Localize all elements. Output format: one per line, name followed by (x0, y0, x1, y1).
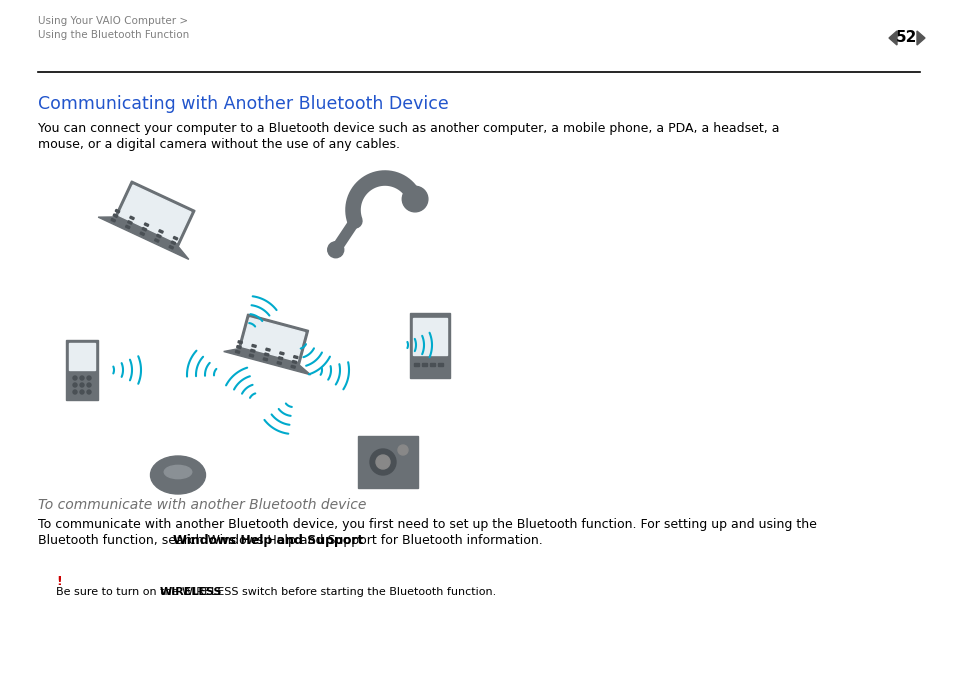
Polygon shape (888, 31, 896, 45)
Circle shape (73, 383, 77, 387)
Polygon shape (223, 348, 311, 375)
Circle shape (87, 376, 91, 380)
Polygon shape (242, 318, 305, 361)
Polygon shape (171, 241, 175, 245)
Polygon shape (130, 216, 134, 220)
Bar (414, 363, 418, 365)
Circle shape (375, 455, 390, 469)
Polygon shape (238, 314, 308, 365)
Circle shape (73, 390, 77, 394)
Polygon shape (263, 358, 267, 361)
Polygon shape (237, 340, 242, 344)
Circle shape (80, 390, 84, 394)
Polygon shape (279, 352, 284, 355)
Polygon shape (173, 237, 177, 240)
Bar (437, 363, 442, 365)
Polygon shape (292, 361, 296, 363)
Polygon shape (156, 234, 161, 238)
Circle shape (328, 242, 343, 257)
Polygon shape (294, 356, 297, 359)
Circle shape (370, 449, 395, 475)
Polygon shape (357, 436, 417, 488)
Polygon shape (252, 344, 256, 347)
Polygon shape (413, 317, 447, 355)
Text: To communicate with another Bluetooth device, you first need to set up the Bluet: To communicate with another Bluetooth de… (38, 518, 816, 531)
Polygon shape (111, 218, 115, 222)
Bar (421, 363, 427, 365)
Polygon shape (916, 31, 924, 45)
Polygon shape (119, 185, 191, 243)
Circle shape (397, 445, 408, 455)
Polygon shape (126, 225, 130, 228)
Text: To communicate with another Bluetooth device: To communicate with another Bluetooth de… (38, 498, 366, 512)
Circle shape (80, 376, 84, 380)
Polygon shape (114, 181, 194, 247)
Polygon shape (236, 346, 241, 348)
Polygon shape (276, 361, 281, 365)
Polygon shape (66, 340, 98, 400)
Polygon shape (249, 354, 253, 357)
Circle shape (87, 390, 91, 394)
Text: Using Your VAIO Computer >: Using Your VAIO Computer > (38, 16, 188, 26)
Text: Be sure to turn on the WIRELESS switch before starting the Bluetooth function.: Be sure to turn on the WIRELESS switch b… (56, 587, 496, 597)
Polygon shape (113, 214, 117, 218)
Polygon shape (140, 232, 144, 235)
Polygon shape (98, 217, 189, 259)
Text: Windows Help and Support: Windows Help and Support (172, 534, 363, 547)
Ellipse shape (164, 465, 192, 479)
Text: You can connect your computer to a Bluetooth device such as another computer, a : You can connect your computer to a Bluet… (38, 122, 779, 135)
Polygon shape (144, 223, 149, 226)
Polygon shape (142, 227, 147, 231)
Text: Communicating with Another Bluetooth Device: Communicating with Another Bluetooth Dev… (38, 95, 448, 113)
Text: mouse, or a digital camera without the use of any cables.: mouse, or a digital camera without the u… (38, 138, 399, 151)
Polygon shape (251, 349, 254, 353)
Text: !: ! (56, 575, 62, 588)
Circle shape (73, 376, 77, 380)
Text: Bluetooth function, search Windows Help and Support for Bluetooth information.: Bluetooth function, search Windows Help … (38, 534, 542, 547)
Circle shape (402, 186, 428, 212)
Polygon shape (69, 343, 95, 370)
Polygon shape (264, 353, 269, 356)
Bar (430, 363, 435, 365)
Polygon shape (169, 245, 173, 249)
Circle shape (80, 383, 84, 387)
Polygon shape (291, 365, 295, 368)
Polygon shape (278, 357, 282, 360)
Polygon shape (128, 220, 132, 224)
Text: 52: 52 (896, 30, 917, 46)
Circle shape (87, 383, 91, 387)
Polygon shape (158, 230, 163, 233)
Polygon shape (266, 348, 270, 351)
Polygon shape (410, 313, 450, 377)
Polygon shape (115, 210, 120, 213)
Text: Using the Bluetooth Function: Using the Bluetooth Function (38, 30, 189, 40)
Text: WIRELESS: WIRELESS (159, 587, 222, 597)
Ellipse shape (151, 456, 205, 494)
Polygon shape (235, 350, 239, 353)
Polygon shape (154, 239, 159, 242)
